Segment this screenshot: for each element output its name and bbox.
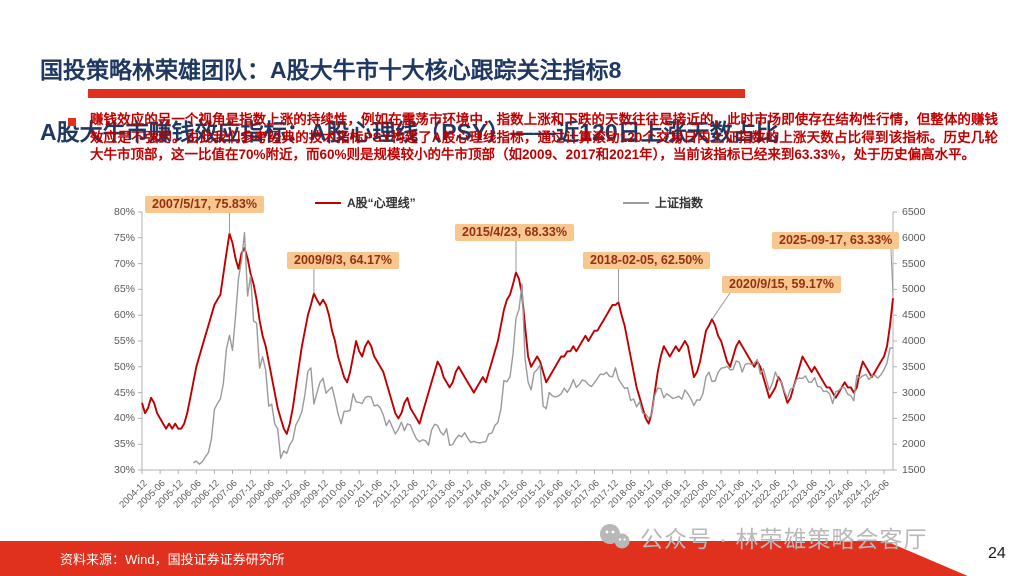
body-paragraph: 赚钱效应的另一个视角是指数上涨的持续性，例如在震荡市环境中，指数上涨和下跌的天数… — [90, 112, 998, 162]
left-axis-tick: 45% — [113, 386, 135, 399]
psy-line-swatch — [315, 201, 341, 204]
plot-area — [138, 211, 897, 474]
page-number: 24 — [988, 545, 1006, 562]
right-axis-tick: 3500 — [902, 360, 926, 373]
title-underline-bar — [88, 89, 745, 98]
right-axis-tick: 1500 — [902, 464, 926, 476]
psy-line-chart: A股“心理线” 上证指数 80% 75% 70% 65% 60% 55% 50% 45% 40%… — [75, 190, 955, 510]
left-axis-tick: 65% — [113, 283, 135, 296]
left-axis-tick: 60% — [113, 309, 135, 322]
legend-label-index: 上证指数 — [655, 196, 704, 210]
annotation-callout: 2018-02-05, 62.50% — [583, 252, 711, 269]
annotation-leader-line — [890, 248, 894, 299]
bullet-square-icon — [68, 118, 76, 126]
left-axis-tick: 80% — [113, 206, 135, 218]
legend-label-psy: A股“心理线” — [347, 196, 416, 210]
right-axis-tick: 5000 — [902, 283, 926, 296]
legend-item-index: 上证指数 — [623, 194, 703, 211]
left-axis-tick: 35% — [113, 438, 135, 451]
annotation-callout: 2025-09-17, 63.33% — [772, 232, 900, 249]
right-axis-tick: 5500 — [902, 257, 926, 270]
footer-band — [0, 541, 968, 576]
left-axis-tick: 75% — [113, 231, 135, 244]
watermark-text: 公众号 · 林荣雄策略会客厅 — [640, 526, 928, 552]
source-note: 资料来源：Wind，国投证券证券研究所 — [60, 552, 285, 567]
wechat-icon — [600, 524, 630, 549]
series-line-1 — [192, 231, 894, 465]
page-title-line1: 国投策略林荣雄团队：A股大牛市十大核心跟踪关注指标8 — [40, 57, 622, 83]
chart-legend: A股“心理线” 上证指数 — [75, 194, 895, 212]
annotation-leader-line — [711, 292, 731, 320]
right-axis-tick: 6000 — [902, 231, 926, 244]
page-title-line2: A股大牛市赚钱效应指标：A股心理线（PSY）——近120日上涨天数占比 — [40, 119, 779, 145]
left-axis-tick: 30% — [113, 464, 135, 476]
legend-item-psy: A股“心理线” — [315, 194, 416, 211]
annotation-callout: 2015/4/23, 68.33% — [455, 224, 574, 241]
right-axis-tick: 6500 — [902, 206, 926, 218]
index-line-swatch — [623, 201, 649, 204]
left-axis-tick: 70% — [113, 257, 135, 270]
left-axis-tick: 40% — [113, 412, 135, 425]
page-title: 国投策略林荣雄团队：A股大牛市十大核心跟踪关注指标8 A股大牛市赚钱效应指标：A… — [40, 24, 1020, 179]
right-axis-tick: 4000 — [902, 335, 926, 347]
right-axis-tick: 2000 — [902, 438, 926, 451]
left-axis-tick: 50% — [113, 360, 135, 373]
watermark: 公众号 · 林荣雄策略会客厅 — [598, 520, 927, 554]
annotation-callout: 2007/5/17, 75.83% — [145, 196, 264, 213]
annotation-callout: 2020/9/15, 59.17% — [722, 276, 841, 293]
left-axis-tick: 55% — [113, 335, 135, 347]
right-axis-tick: 3000 — [902, 386, 926, 399]
right-axis-tick: 2500 — [902, 412, 926, 425]
series-line-0 — [141, 232, 894, 435]
right-axis-tick: 4500 — [902, 309, 926, 322]
annotation-callout: 2009/9/3, 64.17% — [287, 252, 399, 269]
axis-lines — [138, 211, 897, 474]
